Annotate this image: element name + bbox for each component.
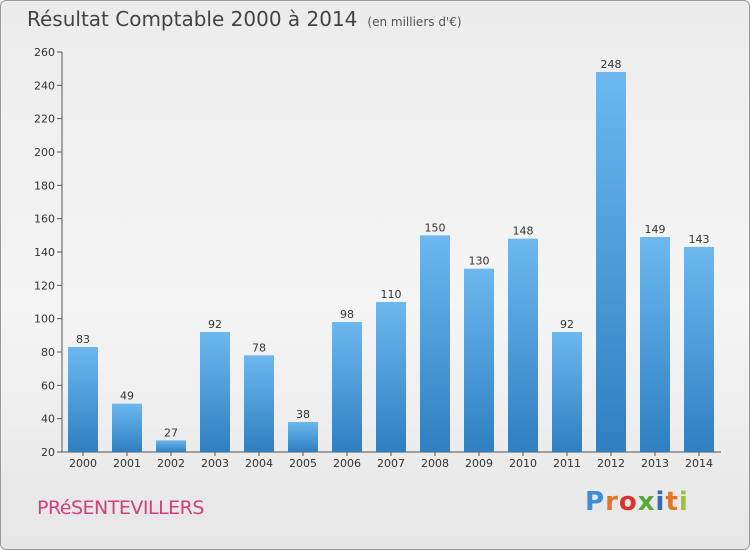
y-tick-label: 100 bbox=[34, 313, 55, 326]
data-label: 248 bbox=[601, 58, 622, 71]
y-tick-label: 140 bbox=[34, 246, 55, 259]
bar bbox=[288, 422, 318, 452]
y-tick-label: 180 bbox=[34, 179, 55, 192]
x-tick-label: 2005 bbox=[289, 457, 317, 470]
y-tick-label: 60 bbox=[41, 379, 55, 392]
bar bbox=[332, 322, 362, 452]
bar bbox=[596, 72, 626, 452]
y-tick-label: 240 bbox=[34, 79, 55, 92]
x-tick-label: 2014 bbox=[685, 457, 713, 470]
bar bbox=[156, 440, 186, 452]
x-tick-label: 2004 bbox=[245, 457, 273, 470]
x-tick-label: 2013 bbox=[641, 457, 669, 470]
data-label: 130 bbox=[469, 255, 490, 268]
chart-title: Résultat Comptable 2000 à 2014 (en millie… bbox=[27, 7, 462, 31]
chart-title-text: Résultat Comptable 2000 à 2014 bbox=[27, 7, 358, 31]
data-label: 98 bbox=[340, 308, 354, 321]
y-tick-label: 160 bbox=[34, 213, 55, 226]
data-label: 149 bbox=[645, 223, 666, 236]
y-tick-label: 200 bbox=[34, 146, 55, 159]
data-label: 27 bbox=[164, 426, 178, 439]
commune-name: PRéSENTEVILLERS bbox=[37, 497, 204, 519]
bar bbox=[112, 403, 142, 452]
x-tick-label: 2008 bbox=[421, 457, 449, 470]
logo-letter: i bbox=[655, 487, 666, 517]
bar bbox=[640, 237, 670, 452]
logo-letter: P bbox=[585, 487, 606, 517]
data-label: 78 bbox=[252, 341, 266, 354]
data-label: 110 bbox=[381, 288, 402, 301]
bar bbox=[464, 268, 494, 452]
y-tick-label: 80 bbox=[41, 346, 55, 359]
bar bbox=[68, 347, 98, 452]
x-tick-label: 2001 bbox=[113, 457, 141, 470]
x-tick-label: 2003 bbox=[201, 457, 229, 470]
chart-bars: 83 49 27 92 78 38 98 110 150 130 148 92 248 149 143 bbox=[68, 58, 714, 452]
bar bbox=[508, 238, 538, 452]
bar bbox=[200, 332, 230, 452]
bar bbox=[420, 235, 450, 452]
x-tick-label: 2011 bbox=[553, 457, 581, 470]
x-tick-label: 2000 bbox=[69, 457, 97, 470]
data-label: 150 bbox=[425, 221, 446, 234]
x-tick-label: 2006 bbox=[333, 457, 361, 470]
bar bbox=[376, 302, 406, 452]
chart-subtitle: (en milliers d'€) bbox=[367, 15, 462, 29]
y-tick-label: 260 bbox=[34, 46, 55, 59]
data-label: 49 bbox=[120, 390, 134, 403]
y-tick-label: 20 bbox=[41, 446, 55, 459]
bar bbox=[552, 332, 582, 452]
x-tick-label: 2010 bbox=[509, 457, 537, 470]
data-label: 83 bbox=[76, 333, 90, 346]
x-tick-label: 2012 bbox=[597, 457, 625, 470]
y-tick-label: 220 bbox=[34, 113, 55, 126]
chart-axes: 20 40 60 80 100 120 140 160 180 200 220 240 260 2000 2… bbox=[34, 46, 721, 470]
data-label: 148 bbox=[513, 225, 534, 238]
x-tick-label: 2007 bbox=[377, 457, 405, 470]
logo-letter: i bbox=[678, 487, 689, 517]
bar bbox=[244, 355, 274, 452]
logo-letter: t bbox=[665, 487, 679, 517]
data-label: 38 bbox=[296, 408, 310, 421]
data-label: 92 bbox=[560, 318, 574, 331]
y-tick-label: 120 bbox=[34, 279, 55, 292]
y-tick-label: 40 bbox=[41, 413, 55, 426]
proxiti-logo: Proxiti bbox=[585, 487, 689, 517]
data-label: 143 bbox=[689, 233, 710, 246]
logo-letter: x bbox=[637, 487, 656, 517]
data-label: 92 bbox=[208, 318, 222, 331]
logo-letter: r bbox=[605, 487, 619, 517]
x-tick-label: 2002 bbox=[157, 457, 185, 470]
x-tick-label: 2009 bbox=[465, 457, 493, 470]
bar bbox=[684, 247, 714, 452]
logo-letter: o bbox=[618, 487, 638, 517]
